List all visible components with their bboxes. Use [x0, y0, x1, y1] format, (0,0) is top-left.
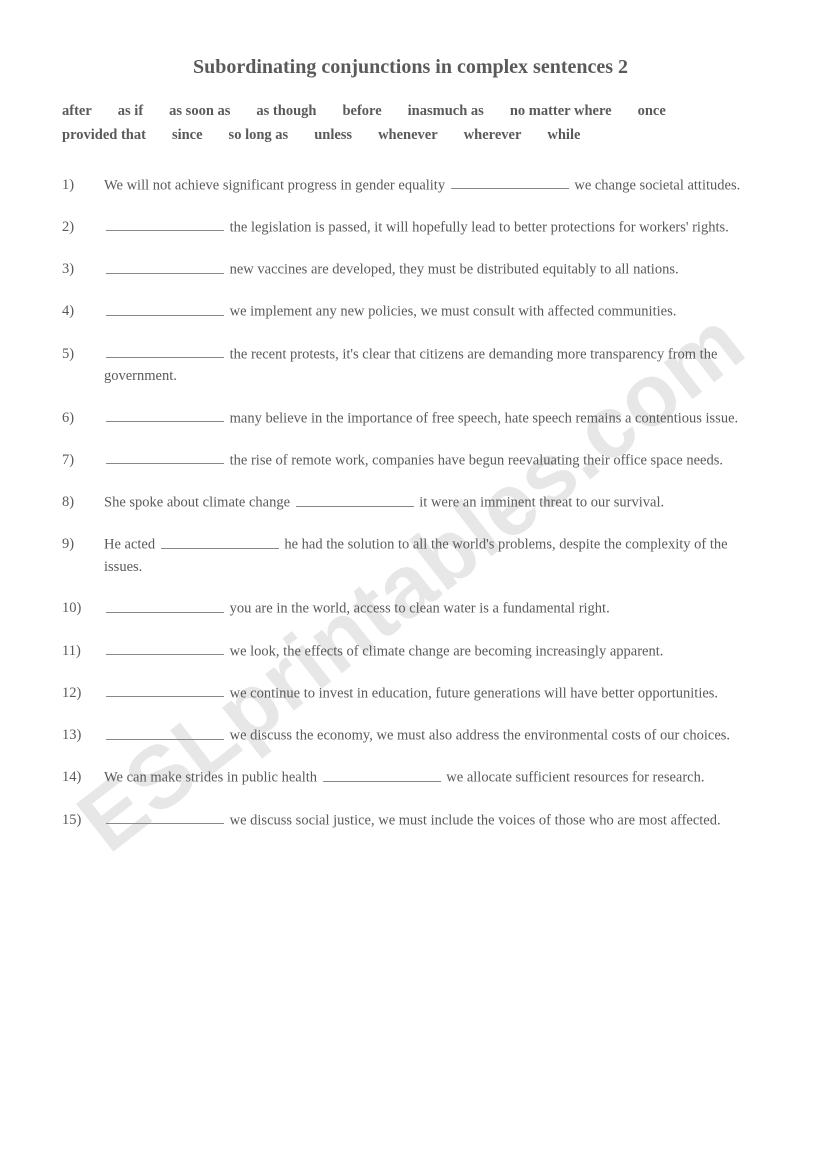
wordbank-item: as if [118, 101, 143, 123]
question-item: we discuss social justice, we must inclu… [62, 810, 759, 832]
fill-blank[interactable] [106, 450, 224, 465]
wordbank-item: as soon as [169, 101, 230, 123]
wordbank-item: wherever [464, 125, 522, 147]
question-item: many believe in the importance of free s… [62, 408, 759, 430]
fill-blank[interactable] [106, 259, 224, 274]
fill-blank[interactable] [106, 344, 224, 359]
wordbank-item: inasmuch as [408, 101, 484, 123]
question-item: He acted he had the solution to all the … [62, 534, 759, 578]
wordbank-item: once [638, 101, 666, 123]
fill-blank[interactable] [106, 301, 224, 316]
wordbank-item: no matter where [510, 101, 612, 123]
fill-blank[interactable] [106, 641, 224, 656]
fill-blank[interactable] [296, 492, 414, 507]
wordbank-item: unless [314, 125, 352, 147]
question-item: She spoke about climate change it were a… [62, 492, 759, 514]
question-item: the legislation is passed, it will hopef… [62, 217, 759, 239]
wordbank-item: as though [256, 101, 316, 123]
question-item: we look, the effects of climate change a… [62, 641, 759, 663]
fill-blank[interactable] [323, 767, 441, 782]
wordbank-item: before [342, 101, 381, 123]
wordbank-item: since [172, 125, 203, 147]
fill-blank[interactable] [106, 810, 224, 825]
page-title: Subordinating conjunctions in complex se… [62, 56, 759, 79]
fill-blank[interactable] [106, 683, 224, 698]
fill-blank[interactable] [161, 534, 279, 549]
question-item: the rise of remote work, companies have … [62, 450, 759, 472]
wordbank-item: whenever [378, 125, 438, 147]
wordbank-item: provided that [62, 125, 146, 147]
fill-blank[interactable] [106, 408, 224, 423]
fill-blank[interactable] [106, 598, 224, 613]
word-bank: after as if as soon as as though before inasm… [62, 101, 759, 147]
question-list: We will not achieve significant progress… [62, 175, 759, 832]
fill-blank[interactable] [106, 725, 224, 740]
wordbank-item: while [547, 125, 580, 147]
fill-blank[interactable] [106, 217, 224, 232]
fill-blank[interactable] [451, 175, 569, 190]
question-item: we discuss the economy, we must also add… [62, 725, 759, 747]
wordbank-item: so long as [229, 125, 289, 147]
wordbank-item: after [62, 101, 92, 123]
question-item: the recent protests, it's clear that cit… [62, 344, 759, 388]
question-item: new vaccines are developed, they must be… [62, 259, 759, 281]
question-item: We will not achieve significant progress… [62, 175, 759, 197]
worksheet-page: Subordinating conjunctions in complex se… [0, 0, 821, 892]
question-item: you are in the world, access to clean wa… [62, 598, 759, 620]
question-item: We can make strides in public health we … [62, 767, 759, 789]
question-item: we implement any new policies, we must c… [62, 301, 759, 323]
question-item: we continue to invest in education, futu… [62, 683, 759, 705]
